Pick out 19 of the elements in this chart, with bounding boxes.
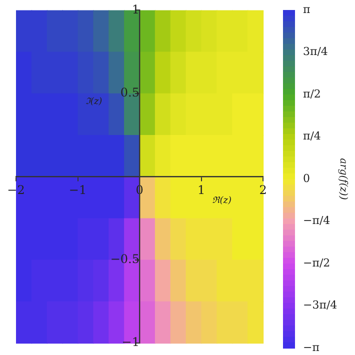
color-bar-label: π xyxy=(303,2,310,16)
color-bar-label: π/4 xyxy=(303,130,321,143)
x-tick-label: −2 xyxy=(7,182,25,197)
x-tick-label: −1 xyxy=(68,182,87,197)
y-tick-label: −0.5 xyxy=(110,252,140,266)
x-tick-label: 0 xyxy=(136,182,144,197)
color-bar-label: −3π/4 xyxy=(303,298,338,312)
x-axis-title: ℜ(z) xyxy=(212,196,232,206)
color-bar-label: −π/2 xyxy=(303,256,330,270)
color-bar-label: −π xyxy=(303,340,320,354)
color-bar-title: arg(f(z)) xyxy=(337,158,348,200)
y-tick-label: 0.5 xyxy=(120,86,140,100)
color-bar-label: 0 xyxy=(303,172,310,185)
color-bar-label: 3π/4 xyxy=(303,45,328,58)
y-tick-label: 1 xyxy=(132,2,140,16)
color-bar-label: −π/4 xyxy=(303,214,330,228)
y-axis-title: ℑ(z) xyxy=(85,97,103,108)
color-bar-label: π/2 xyxy=(303,87,321,100)
x-tick-label: 1 xyxy=(197,182,206,197)
